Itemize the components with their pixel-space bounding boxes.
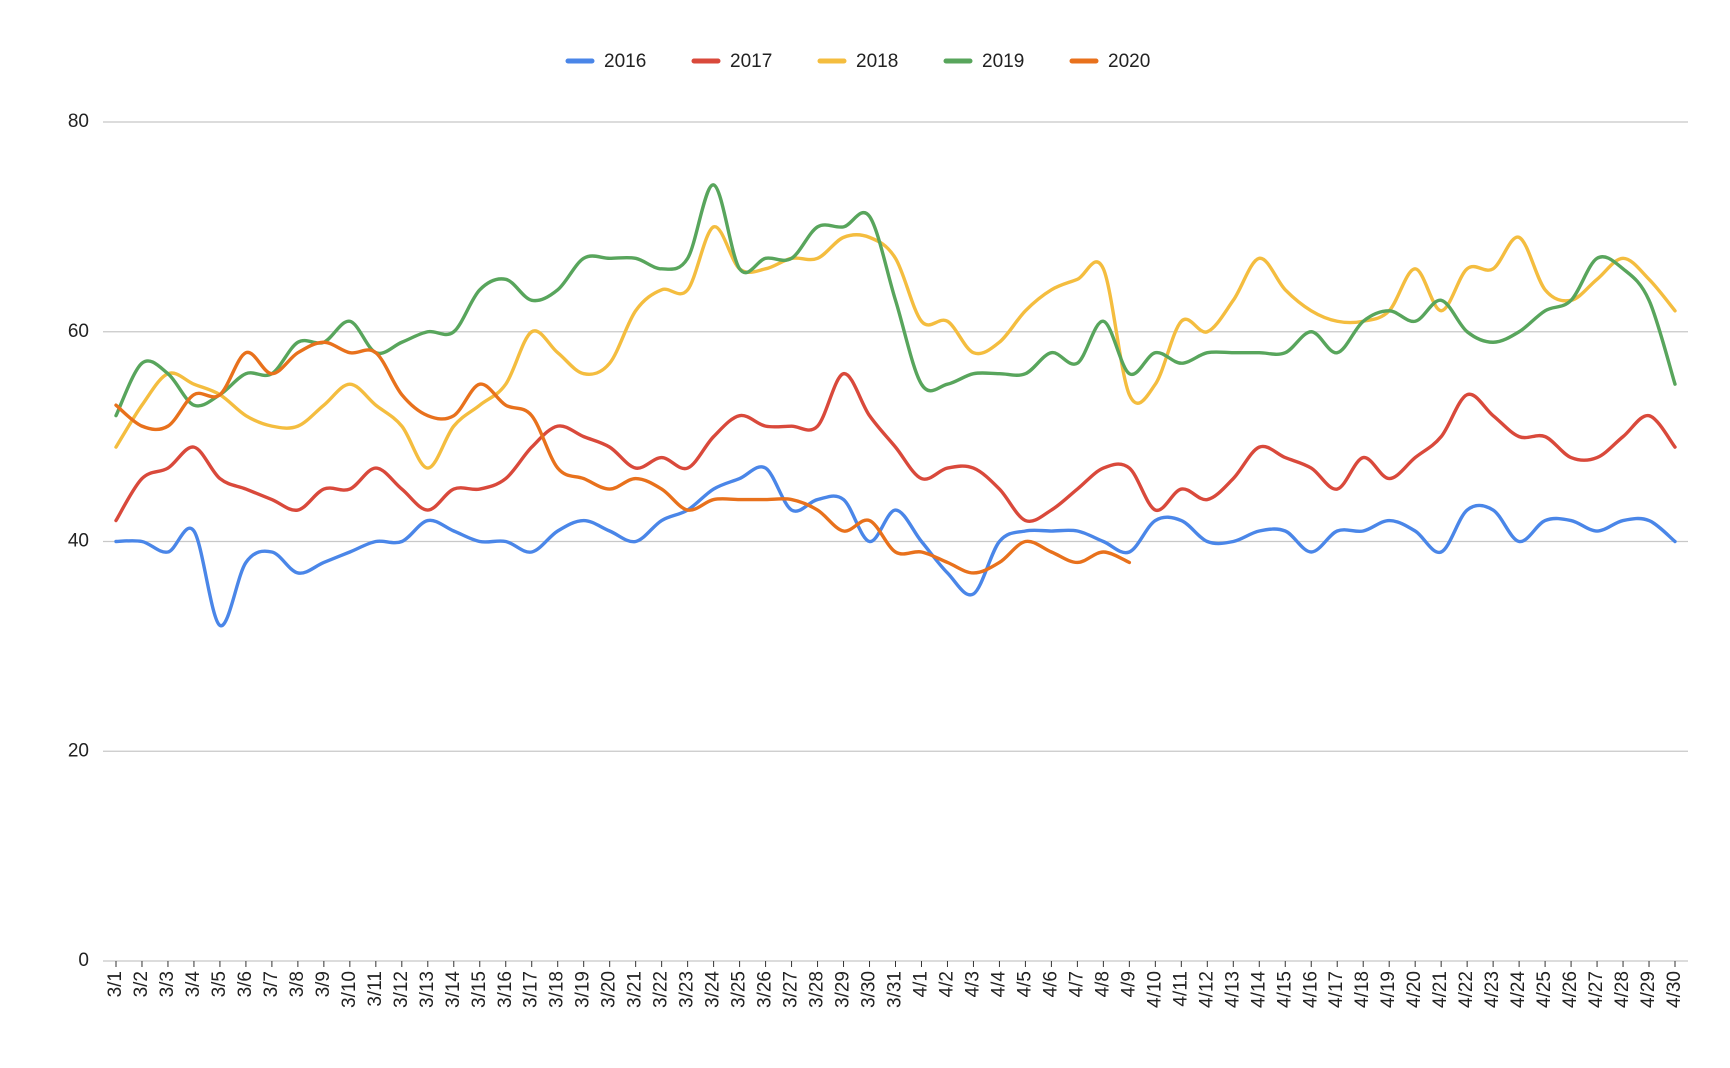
y-tick-label: 80 [68,111,89,132]
x-tick-label: 4/19 [1378,971,1399,1008]
x-tick-label: 4/3 [962,971,983,997]
x-tick-label: 3/25 [729,971,750,1008]
x-tick-label: 3/15 [469,971,490,1008]
x-tick-label: 4/5 [1014,971,1035,997]
x-tick-label: 4/27 [1586,971,1607,1008]
x-tick-label: 3/30 [859,971,880,1008]
x-tick-label: 4/14 [1248,971,1269,1008]
x-tick-label: 3/26 [755,971,776,1008]
x-tick-label: 4/11 [1170,971,1191,1007]
x-tick-label: 3/31 [885,971,906,1008]
x-tick-label: 3/21 [625,971,646,1008]
x-tick-label: 4/15 [1274,971,1295,1008]
legend-label: 2020 [1108,51,1150,72]
legend-label: 2016 [604,51,646,72]
y-tick-label: 40 [68,531,89,552]
x-tick-label: 4/4 [988,971,1009,998]
series-line [114,465,1677,628]
x-tick-label: 4/22 [1456,971,1477,1008]
x-tick-label: 4/26 [1560,971,1581,1008]
legend-label: 2018 [856,51,898,72]
series-line [114,183,1677,418]
x-tick-label: 3/29 [833,971,854,1008]
x-tick-label: 3/20 [599,971,620,1008]
x-tick-label: 3/4 [183,971,204,998]
series-line [114,340,1132,575]
legend-label: 2019 [982,51,1024,72]
x-tick-label: 4/2 [936,971,957,997]
x-tick-label: 4/8 [1092,971,1113,997]
series-line [114,372,1677,523]
series-line [114,225,1677,470]
x-tick-label: 4/6 [1040,971,1061,997]
x-tick-label: 4/20 [1404,971,1425,1008]
x-tick-label: 3/24 [703,971,724,1008]
x-tick-label: 4/28 [1612,971,1633,1008]
x-tick-label: 3/23 [677,971,698,1008]
legend-label: 2017 [730,51,772,72]
x-tick-label: 3/28 [807,971,828,1008]
x-tick-label: 4/21 [1430,971,1451,1008]
x-tick-label: 3/2 [131,971,152,997]
x-tick-label: 4/7 [1066,971,1087,997]
x-tick-label: 3/9 [313,971,334,997]
x-tick-label: 3/18 [547,971,568,1008]
x-tick-label: 3/3 [157,971,178,997]
x-tick-label: 4/17 [1326,971,1347,1008]
x-tick-label: 4/13 [1222,971,1243,1008]
x-tick-label: 4/24 [1508,971,1529,1008]
x-tick-label: 4/25 [1534,971,1555,1008]
x-tick-label: 4/29 [1638,971,1659,1008]
x-tick-label: 4/10 [1144,971,1165,1008]
x-tick-label: 3/1 [105,971,126,997]
x-tick-label: 4/23 [1482,971,1503,1008]
x-tick-label: 3/14 [443,971,464,1008]
x-tick-label: 3/27 [781,971,802,1008]
x-tick-label: 3/22 [651,971,672,1008]
x-tick-label: 4/9 [1118,971,1139,997]
x-tick-label: 4/18 [1352,971,1373,1008]
x-tick-label: 3/17 [521,971,542,1008]
x-tick-label: 3/12 [391,971,412,1008]
x-tick-label: 4/30 [1664,971,1685,1008]
x-tick-label: 3/8 [287,971,308,997]
x-tick-label: 3/13 [417,971,438,1008]
y-tick-label: 60 [68,321,89,342]
y-tick-label: 0 [78,950,89,971]
x-tick-label: 3/5 [209,971,230,997]
x-tick-label: 3/16 [495,971,516,1008]
x-tick-label: 4/12 [1196,971,1217,1008]
x-tick-label: 3/7 [261,971,282,997]
x-tick-label: 4/16 [1300,971,1321,1008]
x-tick-label: 3/11 [365,971,386,1007]
x-tick-label: 4/1 [910,971,931,997]
x-tick-label: 3/10 [339,971,360,1008]
x-tick-label: 3/19 [573,971,594,1008]
x-tick-label: 3/6 [235,971,256,997]
y-tick-label: 20 [68,740,89,761]
